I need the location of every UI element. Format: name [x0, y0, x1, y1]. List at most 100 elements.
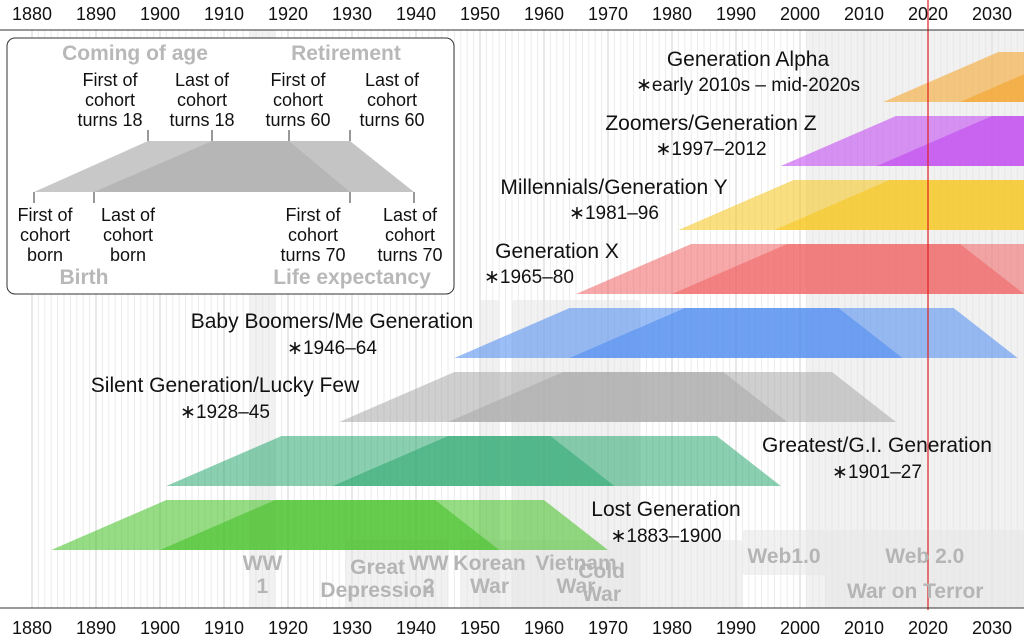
- cold-war-label: War: [582, 583, 621, 606]
- web2-label: Web 2.0: [885, 545, 964, 568]
- legend-top-label: First of: [82, 70, 138, 90]
- legend-retirement: Retirement: [291, 42, 401, 65]
- generation-z-title: Zoomers/Generation Z: [605, 112, 816, 135]
- ww2-period: [409, 540, 448, 608]
- cold-war-period: [460, 540, 743, 608]
- legend-life-expectancy: Life expectancy: [273, 266, 431, 289]
- legend-top-label: Last of: [365, 70, 420, 90]
- legend-birth: Birth: [60, 266, 109, 289]
- greatest-generation-inner-shape: [332, 436, 615, 486]
- axis-label-top: 1910: [204, 4, 244, 24]
- millennials-inner-shape: [774, 180, 1024, 230]
- axis-label-top: 1940: [396, 4, 436, 24]
- legend-bottom-label: born: [27, 245, 63, 265]
- generation-x-years: ∗1965–80: [484, 267, 574, 288]
- legend-bottom-label: cohort: [288, 225, 338, 245]
- axis-label-bottom: 1890: [76, 618, 116, 638]
- ww2-label: 2: [423, 575, 435, 598]
- axis-label-top: 1980: [652, 4, 692, 24]
- legend-bottom-label: First of: [285, 205, 341, 225]
- baby-boomers-years: ∗1946–64: [287, 338, 377, 359]
- legend-bottom-label: cohort: [385, 225, 435, 245]
- legend-top-label: cohort: [273, 90, 323, 110]
- axis-label-top: 1960: [524, 4, 564, 24]
- baby-boomers-title: Baby Boomers/Me Generation: [191, 310, 473, 333]
- legend-top-label: turns 18: [77, 110, 142, 130]
- legend-bottom-label: Last of: [383, 205, 438, 225]
- axis-label-bottom: 1900: [140, 618, 180, 638]
- axis-label-top: 1950: [460, 4, 500, 24]
- baby-boomers-band: [454, 308, 1018, 358]
- axis-label-bottom: 1960: [524, 618, 564, 638]
- legend-top-label: turns 18: [169, 110, 234, 130]
- axis-label-top: 2000: [780, 4, 820, 24]
- korean-war-label: War: [470, 575, 509, 598]
- ww1-label: WW: [243, 552, 283, 575]
- legend-top-label: First of: [270, 70, 326, 90]
- silent-generation-years: ∗1928–45: [180, 402, 270, 423]
- axis-label-bottom: 1910: [204, 618, 244, 638]
- silent-generation-band: [339, 372, 896, 422]
- axis-label-top: 1880: [12, 4, 52, 24]
- axis-label-top: 2020: [908, 4, 948, 24]
- great-depression-period: [345, 540, 410, 608]
- millennials-years: ∗1981–96: [569, 203, 659, 224]
- generation-alpha-years: ∗early 2010s – mid-2020s: [636, 75, 860, 96]
- axis-label-bottom: 2030: [972, 618, 1012, 638]
- ww2-label: WW: [409, 552, 449, 575]
- legend-bottom-label: Last of: [101, 205, 156, 225]
- axis-label-top: 1900: [140, 4, 180, 24]
- greatest-generation-title: Greatest/G.I. Generation: [762, 434, 992, 457]
- axis-label-bottom: 1980: [652, 618, 692, 638]
- greatest-generation-years: ∗1901–27: [832, 462, 922, 483]
- legend-top-label: cohort: [367, 90, 417, 110]
- axis-label-bottom: 1930: [332, 618, 372, 638]
- legend-bottom-label: First of: [17, 205, 73, 225]
- lost-generation-title: Lost Generation: [591, 498, 740, 521]
- silent-generation-title: Silent Generation/Lucky Few: [91, 374, 360, 397]
- axis-label-top: 1970: [588, 4, 628, 24]
- legend-bottom-label: cohort: [20, 225, 70, 245]
- web1-label: Web1.0: [747, 545, 820, 568]
- millennials-title: Millennials/Generation Y: [500, 176, 727, 199]
- generation-alpha-band: [883, 52, 1024, 102]
- axis-label-bottom: 1920: [268, 618, 308, 638]
- great-depression-label: Great: [350, 556, 405, 579]
- lost-generation-years: ∗1883–1900: [610, 526, 721, 547]
- axis-label-top: 1990: [716, 4, 756, 24]
- millennials-band: [678, 180, 1024, 230]
- axis-label-bottom: 1990: [716, 618, 756, 638]
- generation-x-title: Generation X: [495, 240, 619, 263]
- generation-x-inner-shape: [672, 244, 1024, 294]
- legend-inner-shape: [94, 141, 414, 192]
- korean-war-label: Korean: [453, 552, 525, 575]
- legend-bottom-label: turns 70: [280, 245, 345, 265]
- axis-label-bottom: 1880: [12, 618, 52, 638]
- ww1-label: 1: [257, 575, 269, 598]
- vietnam-war-label: War: [557, 575, 596, 598]
- greatest-generation-band: [166, 436, 781, 486]
- vietnam-war-label: Vietnam: [535, 552, 616, 575]
- lost-generation-inner-shape: [160, 500, 500, 550]
- lost-generation-band: [51, 500, 608, 550]
- axis-label-bottom: 2020: [908, 618, 948, 638]
- axis-label-top: 1920: [268, 4, 308, 24]
- legend-bottom-label: turns 70: [377, 245, 442, 265]
- generation-z-band: [780, 116, 1024, 166]
- axis-label-top: 2030: [972, 4, 1012, 24]
- axis-label-top: 1930: [332, 4, 372, 24]
- legend-top-label: turns 60: [265, 110, 330, 130]
- cold-war-label: Cold: [578, 560, 625, 583]
- axis-label-bottom: 1950: [460, 618, 500, 638]
- legend-top-label: turns 60: [359, 110, 424, 130]
- legend-top-label: cohort: [85, 90, 135, 110]
- legend-top-label: cohort: [177, 90, 227, 110]
- generation-alpha-inner-shape: [960, 74, 1024, 102]
- great-depression-label: Depression: [320, 579, 434, 602]
- baby-boomers-inner-shape: [569, 308, 903, 358]
- legend-bottom-label: cohort: [103, 225, 153, 245]
- legend-bottom-label: born: [110, 245, 146, 265]
- generation-z-inner-shape: [876, 116, 1024, 166]
